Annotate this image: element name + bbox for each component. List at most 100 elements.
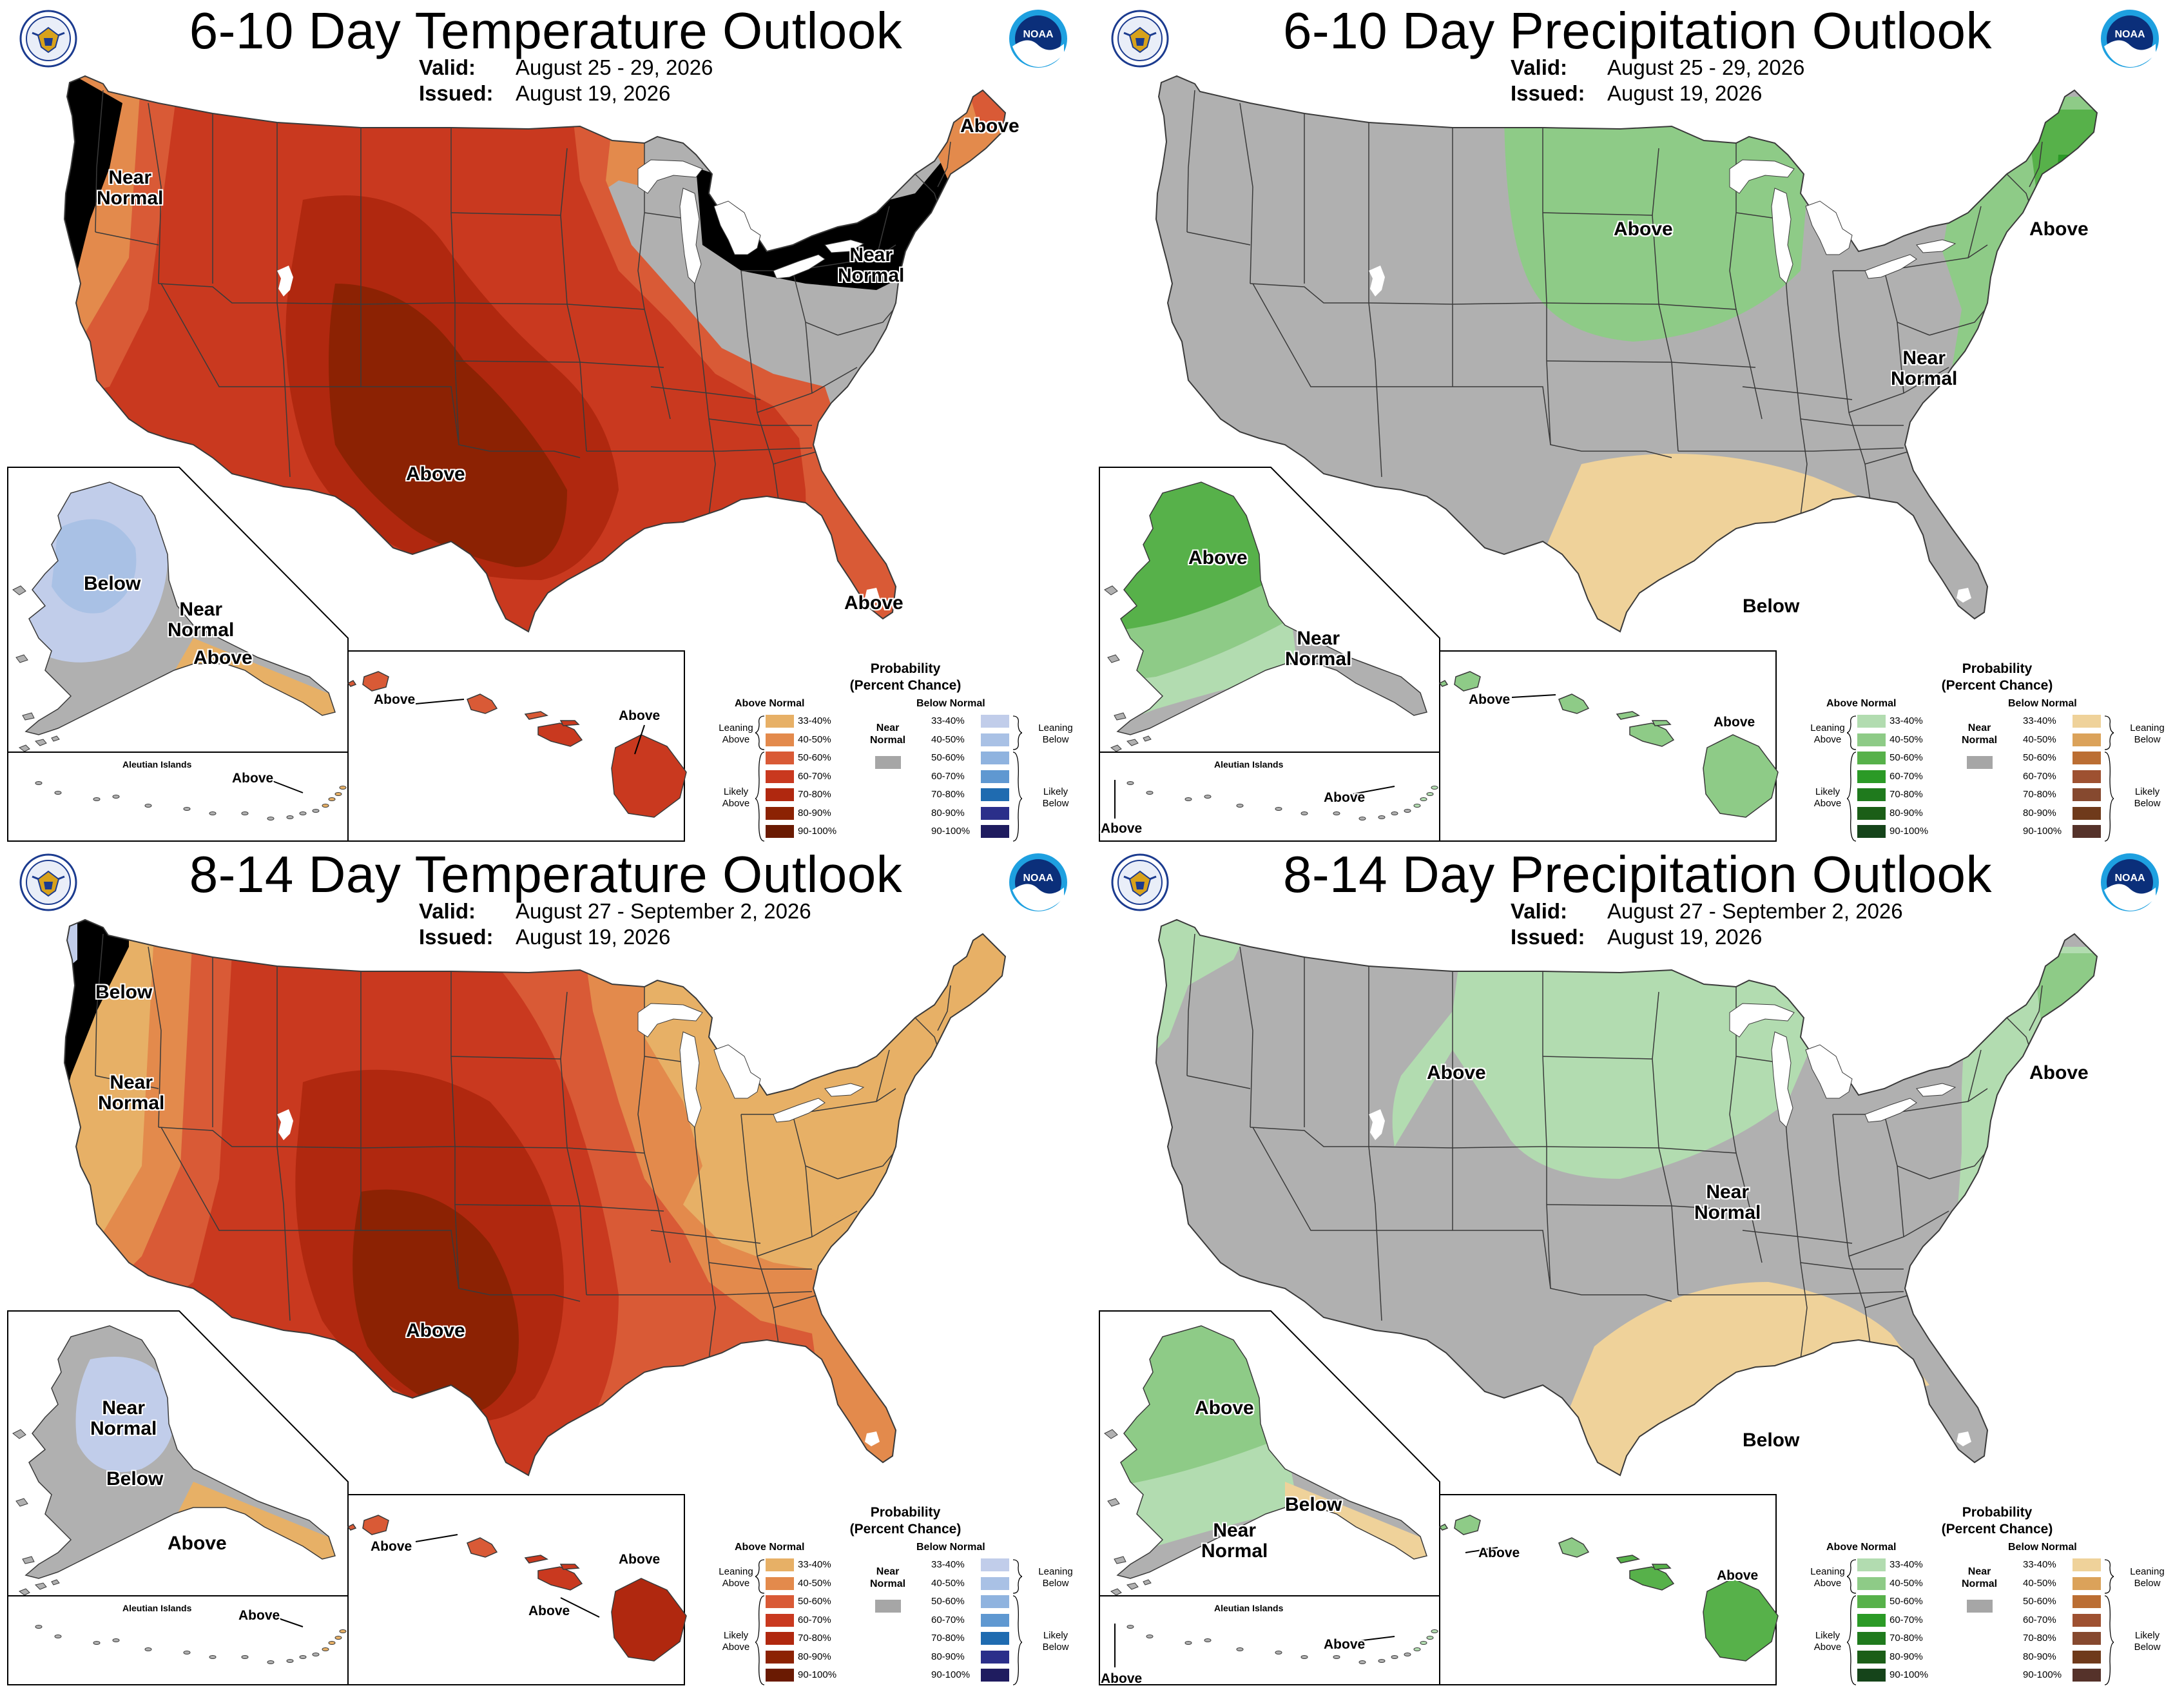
legend-above-swatch bbox=[766, 715, 794, 728]
legend-below-swatch bbox=[981, 752, 1009, 764]
region-label-al2: Above bbox=[1101, 821, 1143, 836]
legend-below-range: 40-50% bbox=[931, 1577, 965, 1589]
legend-below-range: 33-40% bbox=[931, 1559, 965, 1570]
legend-below-head: Below Normal bbox=[2008, 1542, 2077, 1553]
region-label-nw: Near Normal bbox=[97, 167, 164, 209]
issued-date: August 19, 2026 bbox=[1607, 81, 1763, 105]
aleutian-islands-label: Aleutian Islands bbox=[1214, 1603, 1284, 1613]
aleutian-islands-label: Aleutian Islands bbox=[122, 759, 192, 770]
svg-text:NOAA: NOAA bbox=[1023, 29, 1054, 40]
hawaii-island bbox=[611, 734, 687, 818]
region-label-nw2: Near Normal bbox=[98, 1072, 165, 1114]
probability-zone bbox=[1117, 574, 1291, 683]
legend-below-swatch bbox=[981, 733, 1009, 746]
region-label-ak2: Near Normal bbox=[1285, 628, 1352, 670]
legend-below-range: 80-90% bbox=[931, 1651, 965, 1662]
legend-below-range: 50-60% bbox=[931, 752, 965, 763]
region-label-al: Above bbox=[238, 1608, 280, 1623]
legend-below-range: 33-40% bbox=[931, 715, 965, 726]
legend-below-swatch bbox=[2073, 1576, 2101, 1590]
issued-label: Issued: bbox=[1511, 81, 1585, 105]
legend-above-range: 40-50% bbox=[798, 1577, 831, 1589]
commerce-seal-icon bbox=[1111, 853, 1169, 911]
legend-above-swatch bbox=[766, 752, 794, 764]
aleutian-inset bbox=[1099, 752, 1442, 842]
legend-below-range: 40-50% bbox=[931, 733, 965, 745]
legend-above-swatch bbox=[766, 733, 794, 746]
hawaii-island bbox=[1558, 694, 1590, 714]
probability-zone bbox=[64, 76, 122, 322]
legend-above-range: 90-100% bbox=[798, 826, 837, 837]
legend-above-range: 70-80% bbox=[798, 1633, 831, 1644]
region-label-tx: Below bbox=[1743, 596, 1800, 617]
legend-below-range: 90-100% bbox=[931, 1669, 971, 1680]
legend-above-swatch bbox=[1857, 1669, 1886, 1682]
legend-above-swatch bbox=[766, 1558, 794, 1571]
outlook-panel-t610: 6-10 Day Temperature Outlook Valid: Augus… bbox=[0, 0, 1092, 844]
legend-title: Probability (Percent Chance) bbox=[1941, 1505, 2053, 1537]
valid-line: Valid: August 27 - September 2, 2026 bbox=[419, 899, 811, 924]
svg-text:NOAA: NOAA bbox=[2114, 873, 2145, 884]
region-label-al: Above bbox=[1324, 790, 1366, 805]
legend-below-swatch bbox=[981, 788, 1009, 801]
legend-leaning-above: Leaning Above bbox=[719, 1566, 753, 1589]
region-label-hi2: Above bbox=[619, 1552, 661, 1567]
hawaii-island bbox=[347, 1524, 357, 1531]
aleutian-islands-label: Aleutian Islands bbox=[122, 1603, 192, 1613]
legend-above-swatch bbox=[1857, 1558, 1886, 1571]
valid-label: Valid: bbox=[419, 899, 476, 923]
legend-near-normal-swatch bbox=[1967, 1600, 1993, 1613]
legend-below-range: 90-100% bbox=[2023, 1669, 2062, 1680]
legend-above-range: 70-80% bbox=[798, 789, 831, 800]
issued-label: Issued: bbox=[419, 81, 494, 105]
legend-above-head: Above Normal bbox=[1826, 698, 1897, 709]
legend-above-range: 33-40% bbox=[1889, 715, 1923, 726]
legend-below-swatch bbox=[981, 1650, 1009, 1664]
hawaii-island bbox=[1454, 671, 1481, 692]
legend-likely-below: Likely Below bbox=[1042, 1630, 1069, 1653]
legend-below-range: 70-80% bbox=[931, 1633, 965, 1644]
issued-label: Issued: bbox=[1511, 925, 1585, 949]
legend-below-range: 80-90% bbox=[2023, 807, 2056, 819]
hawaii-island bbox=[1651, 1564, 1672, 1570]
legend-below-swatch bbox=[2073, 806, 2101, 820]
legend-above-swatch bbox=[1857, 1650, 1886, 1664]
legend-title: Probability (Percent Chance) bbox=[849, 1505, 962, 1537]
hawaii-inset bbox=[1438, 650, 1779, 842]
aleutian-inset bbox=[1099, 1595, 1442, 1685]
legend-likely-above: Likely Above bbox=[722, 786, 750, 809]
panel-title: 6-10 Day Precipitation Outlook bbox=[1283, 2, 1992, 59]
legend-above-swatch bbox=[766, 1595, 794, 1608]
legend-brace-icon bbox=[2104, 715, 2114, 842]
issued-line: Issued: August 19, 2026 bbox=[1511, 81, 1762, 106]
alaska-inset bbox=[7, 467, 349, 753]
region-label-al: Above bbox=[1324, 1637, 1366, 1652]
region-label-nw1: Below bbox=[95, 982, 153, 1003]
legend-above-swatch bbox=[1857, 1595, 1886, 1608]
legend-leaning-above: Leaning Above bbox=[719, 723, 753, 745]
lake-okeechobee bbox=[1957, 1431, 1971, 1446]
hawaii-island bbox=[467, 694, 498, 714]
hawaii-island bbox=[1651, 720, 1672, 726]
region-label-sw: Above bbox=[406, 1320, 465, 1341]
legend-likely-above: Likely Above bbox=[1813, 1630, 1842, 1653]
legend-above-swatch bbox=[766, 1669, 794, 1682]
legend-leaning-above: Leaning Above bbox=[1810, 723, 1845, 745]
lake-okeechobee bbox=[865, 1431, 880, 1446]
region-label-ak3: Above bbox=[168, 1533, 227, 1554]
region-label-hi1: Above bbox=[371, 1539, 412, 1554]
region-label-ne: Above bbox=[2029, 218, 2089, 240]
legend-below-range: 50-60% bbox=[2023, 1596, 2056, 1607]
legend-below-range: 70-80% bbox=[2023, 1633, 2056, 1644]
region-label-tx: Below bbox=[1743, 1430, 1800, 1451]
legend-above-swatch bbox=[766, 806, 794, 820]
alaska-inset bbox=[7, 1310, 349, 1596]
region-label-sw: Above bbox=[406, 463, 465, 485]
legend-below-swatch bbox=[981, 1613, 1009, 1627]
legend-below-swatch bbox=[2073, 752, 2101, 764]
alaska-inset bbox=[1099, 467, 1440, 753]
legend-near-normal: Near Normal bbox=[870, 1566, 906, 1590]
region-label-ak1: Above bbox=[1188, 547, 1248, 568]
legend-near-normal-swatch bbox=[1967, 756, 1993, 769]
legend-above-range: 90-100% bbox=[798, 1669, 837, 1680]
